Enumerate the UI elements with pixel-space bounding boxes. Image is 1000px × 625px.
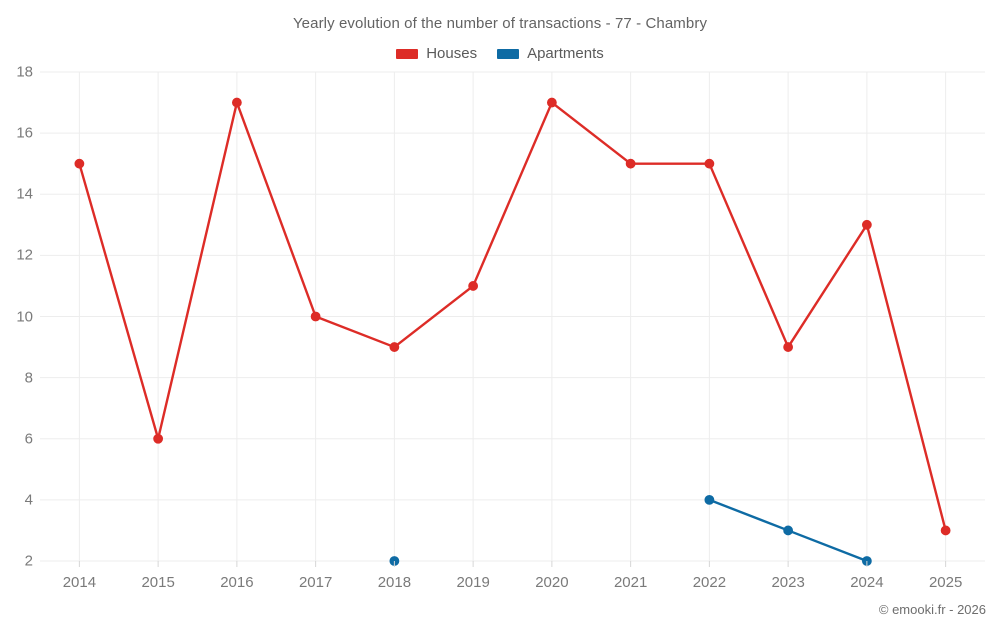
data-point-houses-2021[interactable]: [625, 158, 636, 169]
x-tick-label-2024: 2024: [850, 574, 884, 591]
data-point-apartments-2022[interactable]: [704, 494, 715, 505]
legend-item-houses[interactable]: Houses: [396, 45, 477, 62]
y-tick-label-6: 6: [24, 430, 33, 448]
copyright-credit: © emooki.fr - 2026: [878, 602, 986, 617]
data-point-houses-2019[interactable]: [468, 281, 479, 291]
legend-swatch-houses: [396, 48, 419, 59]
y-tick-label-14: 14: [16, 185, 33, 203]
y-tick-label-2: 2: [24, 552, 33, 570]
y-tick-label-4: 4: [24, 491, 33, 509]
x-tick-label-2016: 2016: [220, 574, 254, 591]
data-point-houses-2020[interactable]: [546, 97, 557, 108]
legend-label-apartments: Apartments: [527, 45, 604, 62]
data-point-houses-2015[interactable]: [153, 433, 164, 444]
data-point-houses-2017[interactable]: [310, 311, 321, 322]
y-tick-label-10: 10: [16, 308, 33, 325]
y-tick-label-18: 18: [16, 63, 33, 81]
y-tick-label-12: 12: [16, 246, 33, 264]
data-point-houses-2018[interactable]: [389, 342, 400, 352]
x-tick-label-2017: 2017: [298, 574, 333, 591]
x-tick-label-2014: 2014: [62, 574, 97, 591]
legend-item-apartments[interactable]: Apartments: [497, 45, 604, 62]
x-tick-label-2023: 2023: [771, 574, 805, 591]
series-line-houses: [78, 101, 947, 532]
data-point-houses-2022[interactable]: [704, 158, 715, 169]
x-tick-label-2025: 2025: [928, 574, 963, 591]
data-point-apartments-2023[interactable]: [783, 525, 794, 536]
legend-swatch-apartments: [497, 48, 520, 59]
x-tick-label-2022: 2022: [692, 574, 727, 591]
x-tick-label-2021: 2021: [613, 574, 648, 591]
data-point-houses-2024[interactable]: [861, 219, 872, 230]
legend-label-houses: Houses: [426, 45, 478, 62]
data-point-houses-2023[interactable]: [783, 342, 794, 352]
x-tick-label-2015: 2015: [141, 574, 175, 591]
chart-title: Yearly evolution of the number of transa…: [292, 15, 708, 32]
chart-legend: Houses Apartments: [0, 45, 1000, 62]
x-tick-label-2019: 2019: [456, 574, 490, 591]
data-point-houses-2016[interactable]: [231, 97, 242, 108]
y-tick-label-8: 8: [24, 369, 33, 387]
x-tick-label-2020: 2020: [535, 574, 569, 591]
x-tick-label-2018: 2018: [377, 574, 412, 591]
data-point-houses-2025[interactable]: [940, 525, 951, 536]
y-tick-label-16: 16: [16, 124, 33, 142]
data-point-houses-2014[interactable]: [74, 158, 85, 169]
